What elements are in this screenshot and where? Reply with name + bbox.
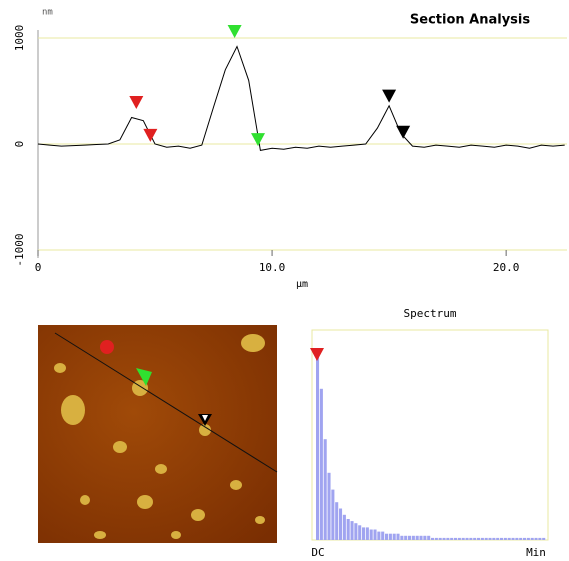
- spectrum-bar: [465, 537, 469, 540]
- spectrum-bar: [327, 472, 331, 540]
- spectrum-bar: [316, 355, 320, 540]
- spectrum-bar: [457, 537, 461, 540]
- spectrum-bar: [511, 537, 515, 540]
- spectrum-bar: [323, 439, 327, 540]
- spectrum-bar: [450, 537, 454, 540]
- spectrum-bar: [438, 537, 442, 540]
- spectrum-bar: [423, 535, 427, 540]
- spectrum-bar: [496, 537, 500, 540]
- spectrum-bar: [530, 537, 534, 540]
- spectrum-bar: [319, 388, 323, 540]
- spectrum-bar: [392, 533, 396, 540]
- spectrum-bar: [477, 537, 481, 540]
- spectrum-bar: [388, 533, 392, 540]
- spectrum-bar: [369, 529, 373, 540]
- spectrum-bar: [526, 537, 530, 540]
- y-unit: nm: [42, 8, 53, 18]
- spectrum-bar: [408, 535, 412, 540]
- spectrum-bar: [331, 489, 335, 540]
- x-tick-label: 10.0: [259, 261, 286, 274]
- spectrum-bar: [419, 535, 423, 540]
- spectrum-bar: [503, 537, 507, 540]
- y-tick-label: 0: [13, 141, 26, 148]
- spectrum-bar: [411, 535, 415, 540]
- dc-marker: [310, 348, 324, 361]
- spectrum-bar: [365, 527, 369, 540]
- spectrum-bar: [350, 521, 354, 540]
- spectrum-bar: [446, 537, 450, 540]
- spectrum-bar: [415, 535, 419, 540]
- spectrum-bar: [488, 537, 492, 540]
- spectrum-bar: [396, 533, 400, 540]
- spectrum-end-label: Min: [526, 546, 546, 559]
- spectrum-bar: [484, 537, 488, 540]
- spectrum-bar: [523, 537, 527, 540]
- spectrum-bar: [454, 537, 458, 540]
- spectrum-bar: [362, 527, 366, 540]
- spectrum-bar: [519, 537, 523, 540]
- spectrum-bar: [335, 502, 339, 540]
- y-tick-label: -1000: [13, 233, 26, 266]
- spectrum-bar: [442, 537, 446, 540]
- afm-image: [38, 325, 278, 543]
- cursor-marker: [396, 125, 411, 139]
- x-tick-label: 20.0: [493, 261, 520, 274]
- section-title: Section Analysis: [410, 13, 530, 28]
- spectrum-bar: [377, 531, 381, 540]
- cursor-marker: [129, 96, 144, 110]
- spectrum-bar: [492, 537, 496, 540]
- spectrum-bar: [385, 533, 389, 540]
- y-tick-label: 1000: [13, 25, 26, 52]
- spectrum-bar: [461, 537, 465, 540]
- spectrum-bar: [339, 508, 343, 540]
- spectrum-bar: [427, 535, 431, 540]
- cursor-marker: [227, 25, 242, 38]
- profile-line: [37, 45, 565, 151]
- spectrum-bar: [381, 531, 385, 540]
- spectrum-start-label: DC: [311, 546, 324, 559]
- spectrum-bar: [542, 537, 546, 540]
- spectrum-bar: [346, 519, 350, 540]
- x-tick-label: 0: [35, 261, 42, 274]
- spectrum-bar: [434, 537, 438, 540]
- spectrum-bar: [480, 537, 484, 540]
- spectrum-bar: [507, 537, 511, 540]
- spectrum-bar: [500, 537, 504, 540]
- spectrum-bar: [400, 535, 404, 540]
- spectrum-bar: [358, 525, 362, 540]
- cursor-marker: [143, 128, 158, 142]
- spectrum-bar: [431, 537, 435, 540]
- spectrum-bar: [469, 537, 473, 540]
- spectrum-bar: [473, 537, 477, 540]
- cursor-marker: [251, 133, 266, 147]
- spectrum-title: Spectrum: [404, 307, 457, 320]
- spectrum-bar: [354, 523, 358, 540]
- spectrum-frame: [311, 329, 549, 541]
- spectrum-bar: [538, 537, 542, 540]
- cursor-marker: [382, 89, 397, 103]
- spectrum-bar: [342, 514, 346, 540]
- x-unit: µm: [296, 279, 308, 290]
- spectrum-bar: [373, 529, 377, 540]
- spectrum-bar: [515, 537, 519, 540]
- spectrum-bar: [404, 535, 408, 540]
- spectrum-bar: [534, 537, 538, 540]
